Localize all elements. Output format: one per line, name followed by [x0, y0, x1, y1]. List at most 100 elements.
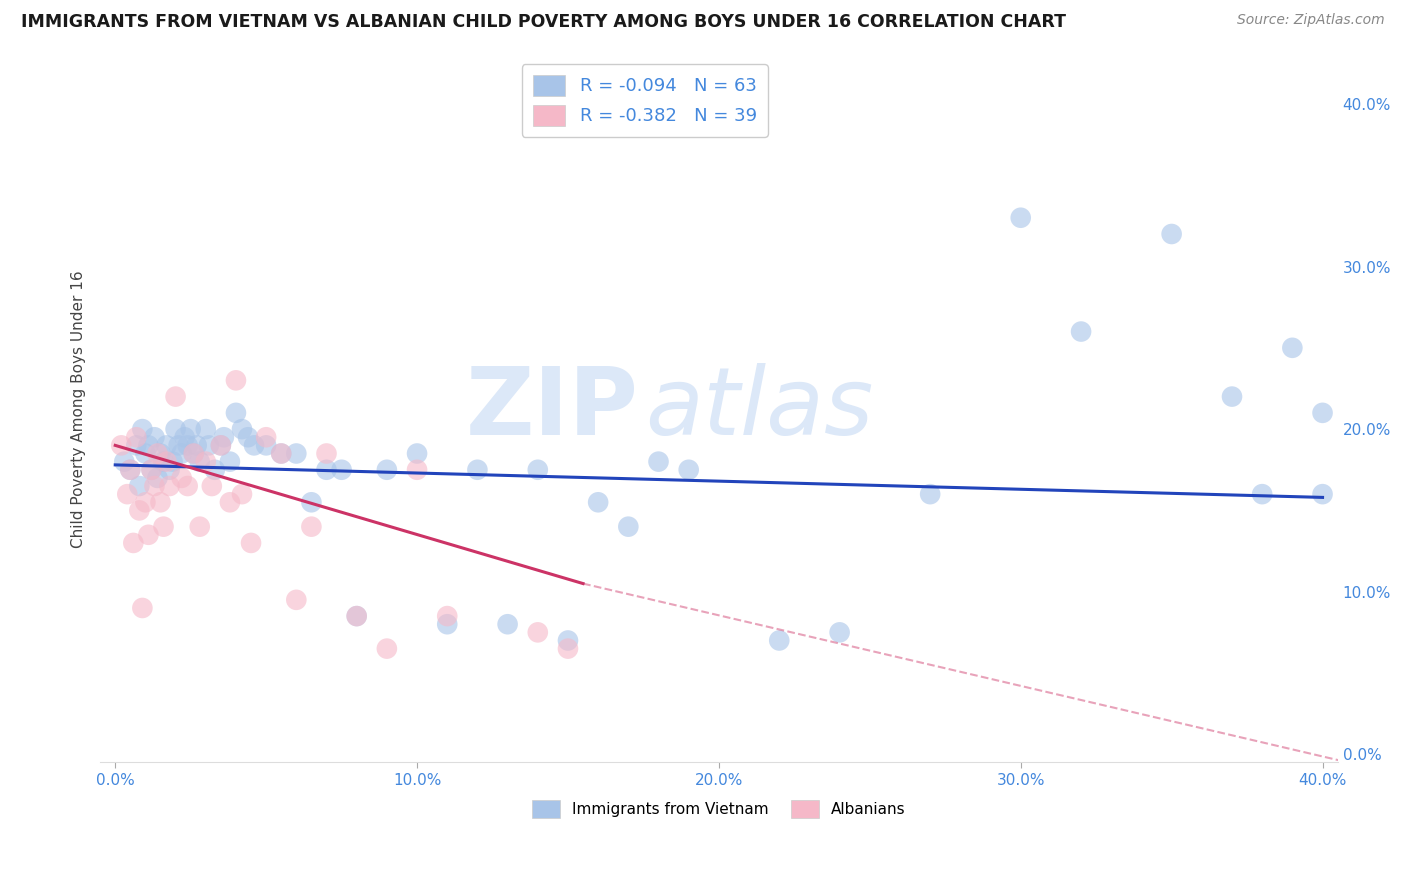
- Point: [197, 438, 219, 452]
- Legend: Immigrants from Vietnam, Albanians: Immigrants from Vietnam, Albanians: [524, 793, 914, 825]
- Point: [526, 625, 548, 640]
- Point: [167, 438, 190, 452]
- Point: [236, 430, 259, 444]
- Point: [647, 455, 669, 469]
- Point: [152, 519, 174, 533]
- Point: [155, 438, 177, 452]
- Point: [240, 536, 263, 550]
- Point: [1312, 487, 1334, 501]
- Point: [299, 519, 322, 533]
- Point: [1160, 227, 1182, 241]
- Point: [125, 430, 148, 444]
- Point: [188, 455, 211, 469]
- Point: [170, 446, 193, 460]
- Point: [828, 625, 851, 640]
- Point: [285, 592, 308, 607]
- Point: [110, 438, 132, 452]
- Point: [231, 487, 253, 501]
- Point: [406, 463, 429, 477]
- Point: [134, 446, 156, 460]
- Y-axis label: Child Poverty Among Boys Under 16: Child Poverty Among Boys Under 16: [72, 270, 86, 548]
- Point: [557, 641, 579, 656]
- Point: [194, 455, 217, 469]
- Point: [212, 430, 235, 444]
- Point: [165, 422, 187, 436]
- Point: [315, 463, 337, 477]
- Point: [243, 438, 266, 452]
- Point: [1281, 341, 1303, 355]
- Point: [315, 446, 337, 460]
- Point: [170, 471, 193, 485]
- Point: [162, 455, 184, 469]
- Point: [225, 406, 247, 420]
- Point: [141, 463, 163, 477]
- Point: [406, 446, 429, 460]
- Text: ZIP: ZIP: [465, 363, 638, 455]
- Point: [1010, 211, 1032, 225]
- Point: [209, 438, 232, 452]
- Point: [375, 463, 398, 477]
- Point: [183, 446, 205, 460]
- Point: [557, 633, 579, 648]
- Point: [768, 633, 790, 648]
- Point: [131, 422, 153, 436]
- Point: [285, 446, 308, 460]
- Point: [146, 446, 169, 460]
- Point: [617, 519, 640, 533]
- Point: [138, 528, 160, 542]
- Point: [120, 463, 142, 477]
- Point: [180, 422, 202, 436]
- Point: [270, 446, 292, 460]
- Point: [146, 471, 169, 485]
- Point: [1220, 390, 1243, 404]
- Text: IMMIGRANTS FROM VIETNAM VS ALBANIAN CHILD POVERTY AMONG BOYS UNDER 16 CORRELATIO: IMMIGRANTS FROM VIETNAM VS ALBANIAN CHIL…: [21, 13, 1066, 31]
- Point: [496, 617, 519, 632]
- Point: [219, 495, 242, 509]
- Point: [125, 438, 148, 452]
- Point: [188, 519, 211, 533]
- Point: [159, 479, 181, 493]
- Point: [149, 495, 172, 509]
- Point: [1251, 487, 1274, 501]
- Point: [209, 438, 232, 452]
- Text: atlas: atlas: [644, 363, 873, 454]
- Point: [678, 463, 700, 477]
- Point: [159, 463, 181, 477]
- Point: [254, 438, 277, 452]
- Point: [346, 609, 368, 624]
- Point: [299, 495, 322, 509]
- Point: [254, 430, 277, 444]
- Point: [128, 503, 150, 517]
- Point: [346, 609, 368, 624]
- Point: [1070, 325, 1092, 339]
- Point: [467, 463, 489, 477]
- Point: [128, 479, 150, 493]
- Point: [183, 446, 205, 460]
- Text: Source: ZipAtlas.com: Source: ZipAtlas.com: [1237, 13, 1385, 28]
- Point: [117, 487, 139, 501]
- Point: [526, 463, 548, 477]
- Point: [330, 463, 353, 477]
- Point: [141, 463, 163, 477]
- Point: [186, 438, 208, 452]
- Point: [436, 617, 458, 632]
- Point: [138, 438, 160, 452]
- Point: [131, 601, 153, 615]
- Point: [920, 487, 942, 501]
- Point: [152, 455, 174, 469]
- Point: [204, 463, 226, 477]
- Point: [173, 430, 195, 444]
- Point: [586, 495, 609, 509]
- Point: [231, 422, 253, 436]
- Point: [143, 430, 166, 444]
- Point: [122, 536, 145, 550]
- Point: [165, 390, 187, 404]
- Point: [134, 495, 156, 509]
- Point: [201, 479, 224, 493]
- Point: [143, 479, 166, 493]
- Point: [176, 438, 198, 452]
- Point: [176, 479, 198, 493]
- Point: [120, 463, 142, 477]
- Point: [270, 446, 292, 460]
- Point: [436, 609, 458, 624]
